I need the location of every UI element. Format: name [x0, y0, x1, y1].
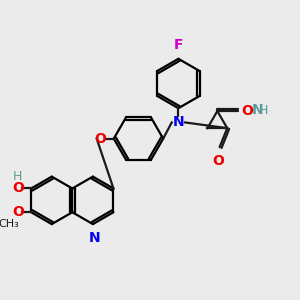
- Text: O: O: [94, 132, 106, 145]
- Text: N: N: [89, 231, 100, 245]
- Text: H: H: [13, 170, 22, 183]
- Text: N: N: [172, 116, 184, 129]
- Text: O: O: [12, 205, 24, 219]
- Text: CH₃: CH₃: [0, 219, 19, 229]
- Text: N: N: [251, 103, 263, 117]
- Text: O: O: [12, 182, 24, 196]
- Text: H: H: [259, 103, 268, 117]
- Text: F: F: [174, 38, 183, 52]
- Text: O: O: [241, 104, 253, 118]
- Text: O: O: [213, 154, 225, 168]
